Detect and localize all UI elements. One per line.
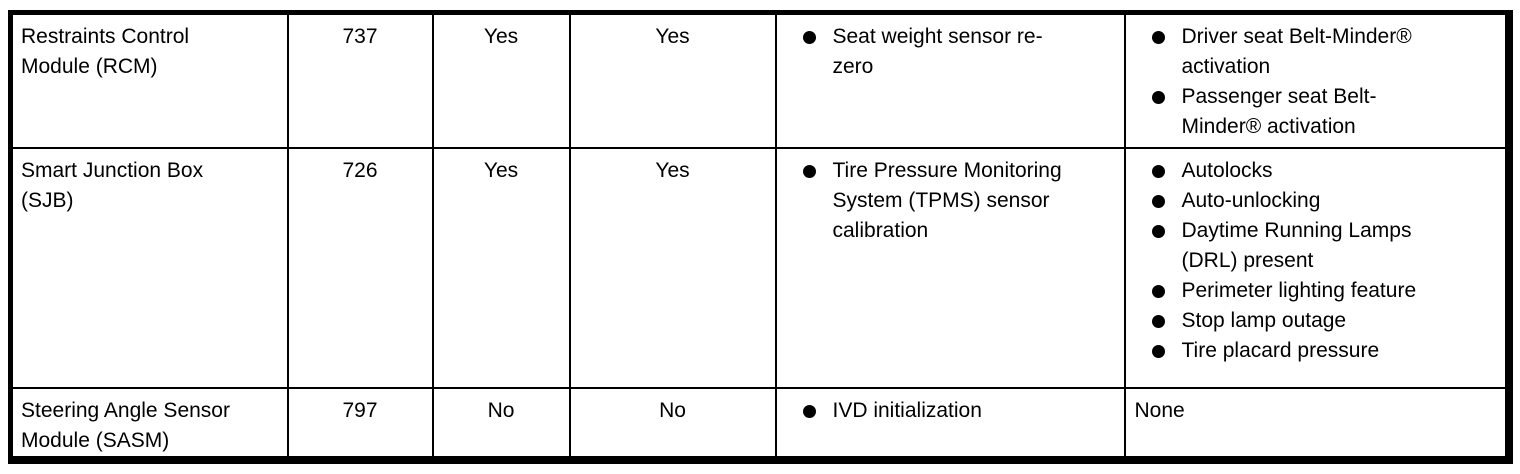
list-item: Tire placard pressure [1126, 336, 1505, 366]
bullet-icon [1151, 31, 1165, 44]
list-item-text: Stop lamp outage [1181, 308, 1347, 332]
list-item-text: Perimeter lighting feature [1181, 278, 1417, 302]
flag-b-value: Yes [655, 25, 690, 48]
module-number-cell: 726 [286, 146, 434, 389]
flag-a-cell: No [431, 386, 571, 461]
procedures-list: IVD initialization [777, 396, 1124, 426]
procedures-cell: IVD initialization [774, 386, 1126, 461]
list-item-text: Daytime Running Lamps (DRL) present [1181, 218, 1412, 272]
procedures-list: Tire Pressure Monitoring System (TPMS) s… [777, 156, 1124, 246]
list-item-text: Autolocks [1181, 158, 1273, 182]
module-name: Smart Junction Box (SJB) [21, 158, 204, 212]
procedures-cell: Seat weight sensor re-zero [774, 11, 1126, 149]
bullet-icon [1151, 284, 1165, 298]
flag-b-cell: Yes [568, 11, 777, 149]
module-number-cell: 797 [286, 386, 434, 461]
module-configuration-table: Restraints Control Module (RCM) 737 Yes … [8, 10, 1513, 464]
flag-a-value: No [487, 398, 515, 422]
features-list: None [1126, 396, 1505, 426]
module-number: 737 [342, 25, 378, 48]
flag-b-value: Yes [655, 158, 690, 182]
flag-b-cell: No [568, 386, 777, 461]
bullet-icon [802, 31, 816, 44]
module-name: Steering Angle Sensor Module (SASM) [21, 398, 230, 452]
flag-a-cell: Yes [431, 11, 571, 149]
module-name-cell: Steering Angle Sensor Module (SASM) [9, 386, 289, 461]
list-item-text: Driver seat Belt-Minder® activation [1181, 25, 1412, 78]
list-item-text: Tire placard pressure [1181, 338, 1380, 362]
features-list: Driver seat Belt-Minder® activation Passe… [1126, 22, 1505, 142]
list-item-text: Seat weight sensor re-zero [832, 25, 1043, 78]
list-item: Stop lamp outage [1126, 306, 1505, 336]
flag-b-cell: Yes [568, 146, 777, 389]
flag-a-value: Yes [483, 158, 519, 182]
module-name: Restraints Control Module (RCM) [21, 25, 190, 78]
table-row: Smart Junction Box (SJB) 726 Yes Yes Tir… [9, 146, 1510, 389]
flag-b-value: No [659, 398, 686, 422]
list-item: Seat weight sensor re-zero [777, 22, 1124, 82]
bullet-icon [1151, 344, 1165, 358]
list-item-text: IVD initialization [832, 398, 982, 422]
module-number: 797 [342, 398, 378, 422]
flag-a-value: Yes [483, 25, 519, 48]
list-item-text: Auto-unlocking [1181, 188, 1321, 212]
bullet-icon [1151, 91, 1165, 104]
list-item: Daytime Running Lamps (DRL) present [1126, 216, 1505, 276]
module-number-cell: 737 [286, 11, 434, 149]
features-cell: Driver seat Belt-Minder® activation Passe… [1123, 11, 1510, 149]
module-name-cell: Smart Junction Box (SJB) [9, 146, 289, 389]
procedures-cell: Tire Pressure Monitoring System (TPMS) s… [774, 146, 1126, 389]
features-list: Autolocks Auto-unlocking Daytime Running L… [1126, 156, 1505, 366]
cell-text: None [1134, 398, 1185, 422]
bullet-icon [1151, 224, 1165, 238]
table-row: Steering Angle Sensor Module (SASM) 797 … [9, 386, 1510, 461]
list-item: Tire Pressure Monitoring System (TPMS) s… [777, 156, 1124, 246]
flag-a-cell: Yes [431, 146, 571, 389]
list-item: IVD initialization [777, 396, 1124, 426]
features-cell: None [1123, 386, 1510, 461]
module-name-cell: Restraints Control Module (RCM) [9, 11, 289, 149]
bullet-icon [1151, 164, 1165, 178]
features-cell: Autolocks Auto-unlocking Daytime Running L… [1123, 146, 1510, 389]
bullet-icon [802, 404, 816, 418]
bullet-icon [1151, 194, 1165, 208]
list-item: Autolocks [1126, 156, 1505, 186]
bullet-icon [1151, 314, 1165, 328]
procedures-list: Seat weight sensor re-zero [777, 22, 1124, 82]
module-number: 726 [342, 158, 378, 182]
list-item-text: Tire Pressure Monitoring System (TPMS) s… [832, 158, 1062, 242]
list-item: Passenger seat Belt-Minder® activation [1126, 82, 1505, 142]
list-item: Perimeter lighting feature [1126, 276, 1505, 306]
list-item-text: Passenger seat Belt-Minder® activation [1181, 85, 1377, 138]
bullet-icon [802, 164, 816, 178]
list-item: Driver seat Belt-Minder® activation [1126, 22, 1505, 82]
list-item: Auto-unlocking [1126, 186, 1505, 216]
table-row: Restraints Control Module (RCM) 737 Yes … [9, 11, 1510, 149]
